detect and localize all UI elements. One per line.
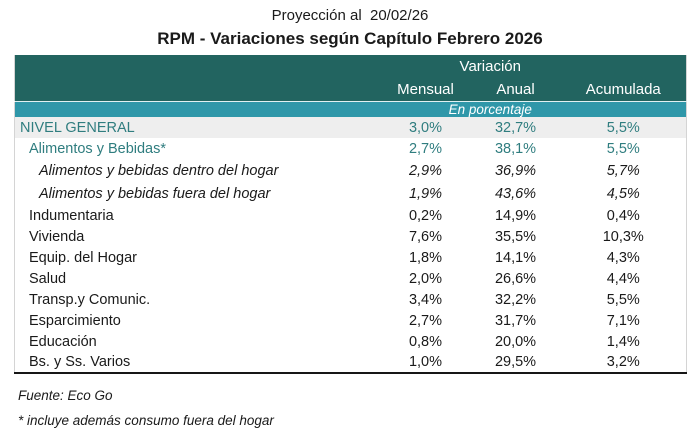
group-header-variacion: Variación (380, 55, 687, 78)
row-value-mensual: 2,9% (408, 162, 443, 179)
row-label: Alimentos y bebidas dentro del hogar (39, 162, 279, 179)
table-row: Alimentos y Bebidas* 2,7% 38,1% 5,5% (15, 138, 687, 159)
row-value-anual: 32,7% (494, 119, 537, 136)
row-label: Alimentos y Bebidas* (29, 140, 167, 157)
column-header-row: Mensual Anual Acumulada (14, 78, 687, 101)
row-value-mensual: 1,9% (408, 185, 443, 202)
row-value-mensual: 3,4% (408, 291, 443, 308)
row-value-mensual: 2,7% (408, 312, 443, 329)
row-label: Transp.y Comunic. (29, 291, 151, 308)
table-row: Educación 0,8% 20,0% 1,4% (15, 331, 687, 352)
unit-note-row: En porcentaje (14, 100, 687, 117)
row-value-anual: 43,6% (494, 185, 537, 202)
table-row: Vivienda 7,6% 35,5% 10,3% (15, 226, 687, 247)
row-value-acumulada: 0,4% (606, 207, 640, 224)
row-label: Salud (29, 270, 67, 287)
row-value-anual: 14,9% (494, 207, 537, 224)
row-label: Indumentaria (29, 207, 114, 224)
unit-note: En porcentaje (380, 100, 687, 117)
row-value-mensual: 1,8% (408, 249, 443, 266)
row-value-acumulada: 10,3% (602, 228, 644, 245)
row-value-mensual: 2,0% (408, 270, 443, 287)
table-row: Alimentos y bebidas fuera del hogar 1,9% 4… (15, 182, 687, 205)
header-empty-cell (14, 78, 381, 101)
table-body: NIVEL GENERAL 3,0% 32,7% 5,5% Alimentos y Be… (14, 117, 687, 373)
row-label: Alimentos y bebidas fuera del hogar (39, 185, 271, 202)
row-value-anual: 29,5% (494, 354, 537, 370)
row-value-acumulada: 5,5% (606, 291, 640, 308)
row-label: Educación (29, 333, 97, 350)
row-value-acumulada: 4,4% (606, 270, 640, 287)
row-value-anual: 32,2% (494, 291, 537, 308)
row-label: Vivienda (29, 228, 85, 245)
header-empty-cell (14, 55, 381, 78)
row-value-mensual: 0,2% (408, 207, 443, 224)
row-value-mensual: 0,8% (408, 333, 443, 350)
table-row: Bs. y Ss. Varios 1,0% 29,5% 3,2% (15, 352, 687, 373)
table-row: Equip. del Hogar 1,8% 14,1% 4,3% (15, 247, 687, 268)
table-row: Indumentaria 0,2% 14,9% 0,4% (15, 205, 687, 226)
row-value-anual: 14,1% (494, 249, 537, 266)
table-row: NIVEL GENERAL 3,0% 32,7% 5,5% (14, 117, 687, 138)
table-row: Transp.y Comunic. 3,4% 32,2% 5,5% (15, 289, 687, 310)
row-value-acumulada: 4,5% (606, 185, 640, 202)
row-value-acumulada: 5,7% (606, 162, 640, 179)
rpm-variations-table: Variación Mensual Anual Acumulada En por… (14, 55, 688, 374)
projection-date-title: Proyección al 20/02/26 (271, 7, 429, 24)
row-value-anual: 35,5% (494, 228, 537, 245)
row-value-mensual: 3,0% (408, 119, 443, 136)
row-value-acumulada: 5,5% (606, 140, 640, 157)
row-value-acumulada: 4,3% (606, 249, 640, 266)
row-value-acumulada: 1,4% (606, 333, 640, 350)
row-label: Bs. y Ss. Varios (29, 354, 131, 370)
row-value-anual: 38,1% (494, 140, 537, 157)
row-value-mensual: 2,7% (408, 140, 443, 157)
row-value-mensual: 1,0% (408, 354, 443, 370)
page-title: RPM - Variaciones según Capítulo Febrero… (157, 29, 543, 48)
table-row: Salud 2,0% 26,6% 4,4% (15, 268, 687, 289)
unit-empty-cell (14, 100, 381, 117)
row-value-acumulada: 3,2% (606, 354, 640, 370)
table-row: Esparcimiento 2,7% 31,7% 7,1% (15, 310, 687, 331)
column-header-mensual: Mensual (380, 78, 471, 101)
row-label: Equip. del Hogar (29, 249, 138, 266)
footnote: * incluye además consumo fuera del hogar (18, 413, 274, 428)
row-value-anual: 20,0% (494, 333, 537, 350)
source-note: Fuente: Eco Go (18, 388, 113, 403)
row-value-acumulada: 5,5% (606, 119, 640, 136)
column-header-acumulada: Acumulada (560, 78, 687, 101)
row-label: Esparcimiento (29, 312, 121, 329)
row-value-acumulada: 7,1% (606, 312, 640, 329)
row-value-mensual: 7,6% (408, 228, 443, 245)
row-value-anual: 26,6% (494, 270, 537, 287)
row-value-anual: 31,7% (494, 312, 537, 329)
table-footer: Fuente: Eco Go * incluye además consumo … (18, 388, 700, 428)
row-label: NIVEL GENERAL (20, 119, 135, 136)
row-value-anual: 36,9% (494, 162, 537, 179)
group-header-row: Variación (14, 55, 687, 78)
column-header-anual: Anual (470, 78, 561, 101)
table-row: Alimentos y bebidas dentro del hogar 2,9%… (15, 159, 687, 182)
